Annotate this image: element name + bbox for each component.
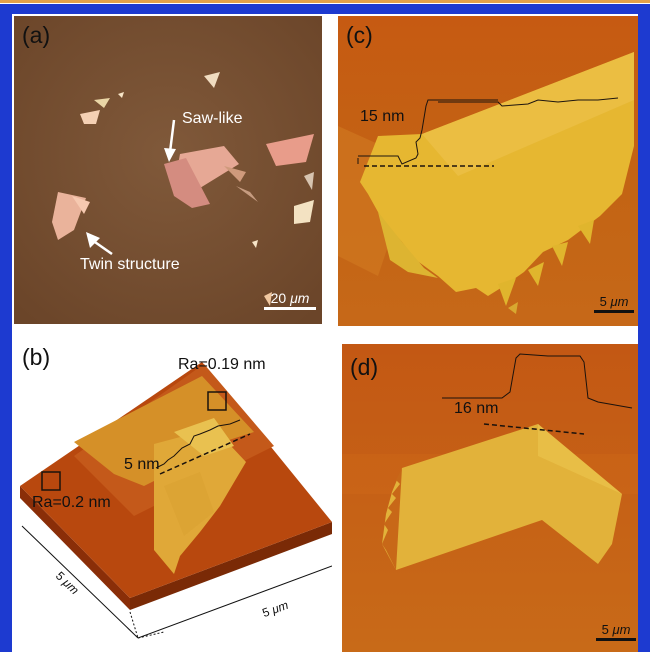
scale-unit: μm xyxy=(612,622,631,637)
flake xyxy=(80,110,100,124)
panel-d-afm-image: (d) 16 nm 5 μm xyxy=(342,344,638,652)
panel-c-scale-bar: 5 μm xyxy=(594,294,634,313)
step-height-c: 15 nm xyxy=(360,108,405,125)
panel-d-label: (d) xyxy=(350,354,379,380)
arrowhead xyxy=(164,148,176,162)
flake xyxy=(252,240,258,248)
roughness-top: Ra=0.19 nm xyxy=(178,356,266,373)
figure-inner: (a) Saw-like Twin structure 20 μm xyxy=(12,14,638,652)
flake xyxy=(264,292,272,306)
flake xyxy=(118,92,124,98)
scale-unit: μm xyxy=(290,290,310,306)
arrow-sawlike xyxy=(168,119,176,153)
panel-b-image xyxy=(14,336,332,652)
roughness-box-top xyxy=(207,391,227,411)
flake xyxy=(236,186,258,202)
panel-d-image xyxy=(342,344,638,652)
roughness-box-left xyxy=(41,471,61,491)
panel-b-label: (b) xyxy=(22,344,51,370)
scale-value: 5 xyxy=(601,622,609,637)
scale-value: 20 xyxy=(270,290,287,306)
scale-bar-line xyxy=(596,638,636,641)
panel-a-image xyxy=(14,16,322,324)
panel-b-3d-afm-image: (b) Ra=0.19 nm Ra=0.2 nm 5 nm 5 μm 5 μm xyxy=(14,336,332,652)
scale-bar-line xyxy=(264,307,316,310)
panel-d-scale-bar: 5 μm xyxy=(596,622,636,641)
roughness-left: Ra=0.2 nm xyxy=(32,494,111,511)
panel-c-afm-image: (c) 15 nm 5 μm xyxy=(338,16,638,326)
flake xyxy=(266,134,314,166)
annotation-twin-structure: Twin structure xyxy=(80,256,180,273)
scale-value: 5 xyxy=(599,294,607,309)
step-height-b: 5 nm xyxy=(124,456,160,473)
scale-bar-line xyxy=(594,310,634,313)
panel-a-scale-bar: 20 μm xyxy=(264,290,316,310)
flake xyxy=(224,166,246,182)
flake xyxy=(294,200,314,224)
arrowhead xyxy=(86,232,100,248)
profile-dashed-line xyxy=(483,423,585,435)
panel-c-label: (c) xyxy=(346,22,373,48)
flake xyxy=(304,172,314,190)
flake xyxy=(204,72,220,88)
flake xyxy=(72,196,90,214)
flake xyxy=(74,376,254,486)
annotation-sawlike: Saw-like xyxy=(182,110,243,127)
step-height-d: 16 nm xyxy=(454,400,499,417)
sawlike-flake xyxy=(164,158,210,208)
figure-frame: (a) Saw-like Twin structure 20 μm xyxy=(0,4,650,652)
scale-unit: μm xyxy=(610,294,629,309)
profile-dashed-line xyxy=(159,433,251,475)
top-rule xyxy=(0,0,650,3)
flake xyxy=(94,98,110,108)
panel-a-label: (a) xyxy=(22,22,51,48)
panel-a-optical-image: (a) Saw-like Twin structure 20 μm xyxy=(14,16,322,324)
panel-c-image xyxy=(338,16,638,326)
